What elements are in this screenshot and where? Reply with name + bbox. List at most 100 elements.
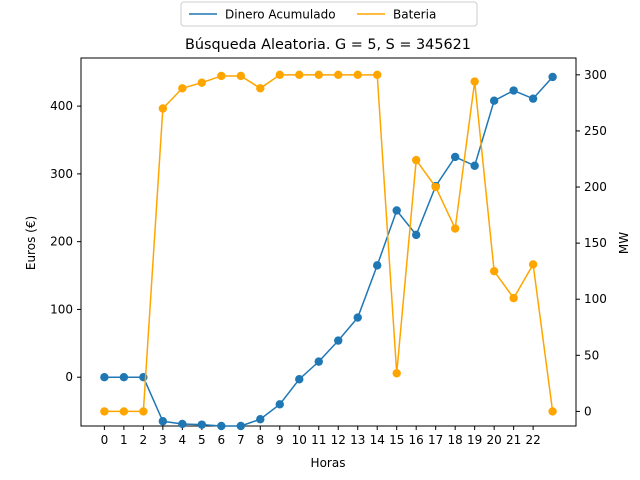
data-point xyxy=(353,313,362,322)
data-point xyxy=(411,155,421,165)
data-point xyxy=(197,78,207,87)
data-point xyxy=(217,71,226,81)
chart-title: Búsqueda Aleatoria. G = 5, S = 345621 xyxy=(185,37,471,53)
legend-entry-label: Bateria xyxy=(393,8,436,22)
left-y-axis-label: Euros (€) xyxy=(24,216,38,270)
right-y-tick-label: 150 xyxy=(584,236,607,250)
data-point xyxy=(431,182,440,192)
data-point xyxy=(139,407,148,416)
right-y-tick-label: 100 xyxy=(584,292,607,306)
data-point xyxy=(256,84,265,93)
right-y-tick-label: 0 xyxy=(584,404,592,418)
legend-box xyxy=(180,1,478,27)
data-point xyxy=(450,152,460,162)
x-tick-label: 12 xyxy=(331,433,346,447)
data-point xyxy=(295,70,304,80)
x-tick-label: 4 xyxy=(179,433,187,447)
left-y-axis: 0 100 200 300 400 xyxy=(50,99,81,384)
x-tick-label: 13 xyxy=(350,433,365,447)
x-tick-label: 0 xyxy=(101,433,109,447)
right-y-tick-label: 250 xyxy=(584,124,607,138)
x-tick-label: 3 xyxy=(159,433,167,447)
data-point xyxy=(178,84,187,93)
x-tick-label: 8 xyxy=(256,433,264,447)
data-point xyxy=(528,94,538,103)
data-point xyxy=(256,415,265,424)
legend: Dinero Acumulado Bateria xyxy=(180,1,478,27)
data-point xyxy=(295,375,304,384)
plot-area xyxy=(80,57,577,427)
data-point xyxy=(489,96,499,105)
series-dinero-acumulado xyxy=(100,72,557,431)
data-point xyxy=(119,407,129,416)
series-line xyxy=(104,74,554,413)
data-point xyxy=(470,77,479,86)
x-tick-label: 11 xyxy=(311,433,326,447)
data-point xyxy=(411,230,421,240)
data-point xyxy=(548,407,557,416)
right-y-tick-label: 50 xyxy=(584,348,599,362)
data-point xyxy=(100,407,109,416)
data-point xyxy=(373,70,382,80)
x-axis: 0 1 2 3 4 5 6 7 8 9 10 11 12 13 14 15 16 17 18 19 20 21 22 xyxy=(101,426,541,447)
x-tick-label: 22 xyxy=(525,433,540,447)
x-tick-label: 17 xyxy=(428,433,443,447)
data-point xyxy=(158,104,168,113)
legend-entry-label: Dinero Acumulado xyxy=(225,8,336,22)
x-tick-label: 18 xyxy=(448,433,463,447)
left-y-tick-label: 0 xyxy=(65,370,73,384)
right-y-axis: 0 50 100 150 200 250 300 xyxy=(576,68,607,418)
left-y-tick-label: 100 xyxy=(50,302,73,316)
x-tick-label: 10 xyxy=(292,433,307,447)
x-tick-label: 7 xyxy=(237,433,245,447)
left-y-tick-label: 300 xyxy=(50,167,73,181)
plot-frame xyxy=(80,57,577,427)
data-point xyxy=(217,421,226,431)
data-point xyxy=(314,70,323,80)
data-point xyxy=(489,266,499,276)
x-tick-label: 2 xyxy=(140,433,148,447)
x-tick-label: 20 xyxy=(487,433,502,447)
x-axis-label: Horas xyxy=(311,456,346,470)
left-y-tick-label: 400 xyxy=(50,99,73,113)
data-point xyxy=(334,70,343,80)
data-point xyxy=(392,369,401,378)
x-tick-label: 5 xyxy=(198,433,206,447)
data-point xyxy=(158,417,168,426)
data-point xyxy=(509,293,518,303)
data-point xyxy=(373,261,382,270)
data-point xyxy=(528,260,538,269)
data-point xyxy=(197,420,207,429)
data-point xyxy=(178,419,187,429)
x-tick-label: 9 xyxy=(276,433,284,447)
data-point xyxy=(236,71,246,81)
x-tick-label: 1 xyxy=(120,433,128,447)
right-y-tick-label: 200 xyxy=(584,180,607,194)
data-point xyxy=(353,70,362,80)
data-point xyxy=(236,421,246,431)
right-y-tick-label: 300 xyxy=(584,68,607,82)
x-tick-label: 14 xyxy=(370,433,385,447)
data-point xyxy=(509,86,518,95)
x-tick-label: 6 xyxy=(217,433,225,447)
series-layer xyxy=(100,70,557,431)
x-tick-label: 15 xyxy=(389,433,404,447)
data-point xyxy=(450,224,460,233)
data-point xyxy=(548,72,557,82)
data-point xyxy=(334,336,343,345)
x-tick-label: 21 xyxy=(506,433,521,447)
series-line xyxy=(104,76,554,427)
right-y-axis-label: MW xyxy=(617,232,631,254)
x-tick-label: 19 xyxy=(467,433,482,447)
data-point xyxy=(470,161,479,170)
left-y-tick-label: 200 xyxy=(50,235,73,249)
data-point xyxy=(275,70,284,80)
data-point xyxy=(275,400,284,409)
series-bateria xyxy=(100,70,557,416)
data-point xyxy=(314,357,323,366)
data-point xyxy=(119,373,129,382)
data-point xyxy=(392,206,401,215)
data-point xyxy=(100,373,109,382)
x-tick-label: 16 xyxy=(409,433,424,447)
